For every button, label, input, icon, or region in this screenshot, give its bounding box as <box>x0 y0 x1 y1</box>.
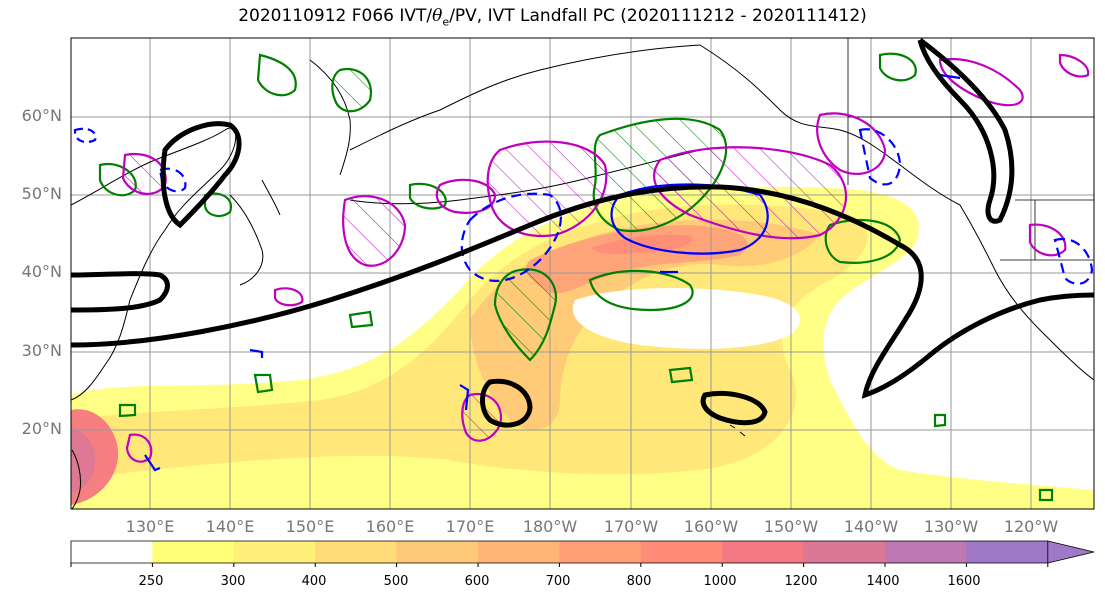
hawaii <box>729 424 746 437</box>
colorbar-tick-300: 300 <box>220 574 246 589</box>
ivt-clear-eye <box>572 288 800 349</box>
map-title: 2020110912 F066 IVT/θe/PV, IVT Landfall … <box>238 6 867 29</box>
lon-label-160w: 160°W <box>683 517 739 536</box>
colorbar-segment <box>722 541 805 563</box>
lon-label-180w: 180°W <box>522 517 578 536</box>
lat-label-50n: 50°N <box>21 184 62 203</box>
colorbar-tick-800: 800 <box>626 574 652 589</box>
colorbar-tick-1400: 1400 <box>866 574 900 589</box>
kamchatka-coast <box>309 44 701 176</box>
colorbar-tick-1000: 1000 <box>703 574 737 589</box>
colorbar-tick-1600: 1600 <box>947 574 981 589</box>
lon-label-130e: 130°E <box>125 517 175 536</box>
colorbar-segment <box>966 541 1049 563</box>
colorbar-segment <box>233 541 316 563</box>
lon-label-150w: 150°W <box>763 517 819 536</box>
na-west-coast <box>959 204 1094 381</box>
lon-label-140e: 140°E <box>205 517 255 536</box>
lon-label-170w: 170°W <box>603 517 659 536</box>
colorbar-extend-arrow <box>1047 540 1095 564</box>
colorbar-tick-500: 500 <box>383 574 409 589</box>
map-frame <box>70 37 1095 510</box>
lat-label-20n: 20°N <box>21 419 62 438</box>
ivt-shading <box>71 186 1094 509</box>
philippines <box>71 449 81 509</box>
colorbar-tick-250: 250 <box>138 574 164 589</box>
lon-label-160e: 160°E <box>365 517 415 536</box>
colorbar-segment <box>315 541 398 563</box>
colorbar-tick-600: 600 <box>464 574 490 589</box>
colorbar-segment <box>396 541 479 563</box>
alaska-coast <box>699 44 961 206</box>
colorbar-tick-700: 700 <box>545 574 571 589</box>
colorbar-segment <box>803 541 886 563</box>
lon-label-140w: 140°W <box>843 517 899 536</box>
colorbar-segment <box>640 541 723 563</box>
lon-label-170e: 170°E <box>445 517 495 536</box>
colorbar-segment <box>559 541 642 563</box>
colorbar-segment <box>152 541 235 563</box>
colorbar-tick-1200: 1200 <box>784 574 818 589</box>
lon-label-130w: 130°W <box>923 517 979 536</box>
colorbar-segment <box>478 541 560 563</box>
ivt-600-region <box>525 225 748 294</box>
colorbar <box>70 540 1095 567</box>
lat-label-30n: 30°N <box>21 341 62 360</box>
lat-label-40n: 40°N <box>21 262 62 281</box>
japan-islands <box>229 179 281 286</box>
lon-label-150e: 150°E <box>285 517 335 536</box>
colorbar-segment <box>71 541 153 563</box>
lat-label-60n: 60°N <box>21 106 62 125</box>
ivt-black-contours <box>71 38 1094 428</box>
colorbar-tick-400: 400 <box>301 574 327 589</box>
ivt-sw-core <box>71 428 95 492</box>
lon-label-120w: 120°W <box>1003 517 1059 536</box>
colorbar-segment <box>885 541 967 563</box>
